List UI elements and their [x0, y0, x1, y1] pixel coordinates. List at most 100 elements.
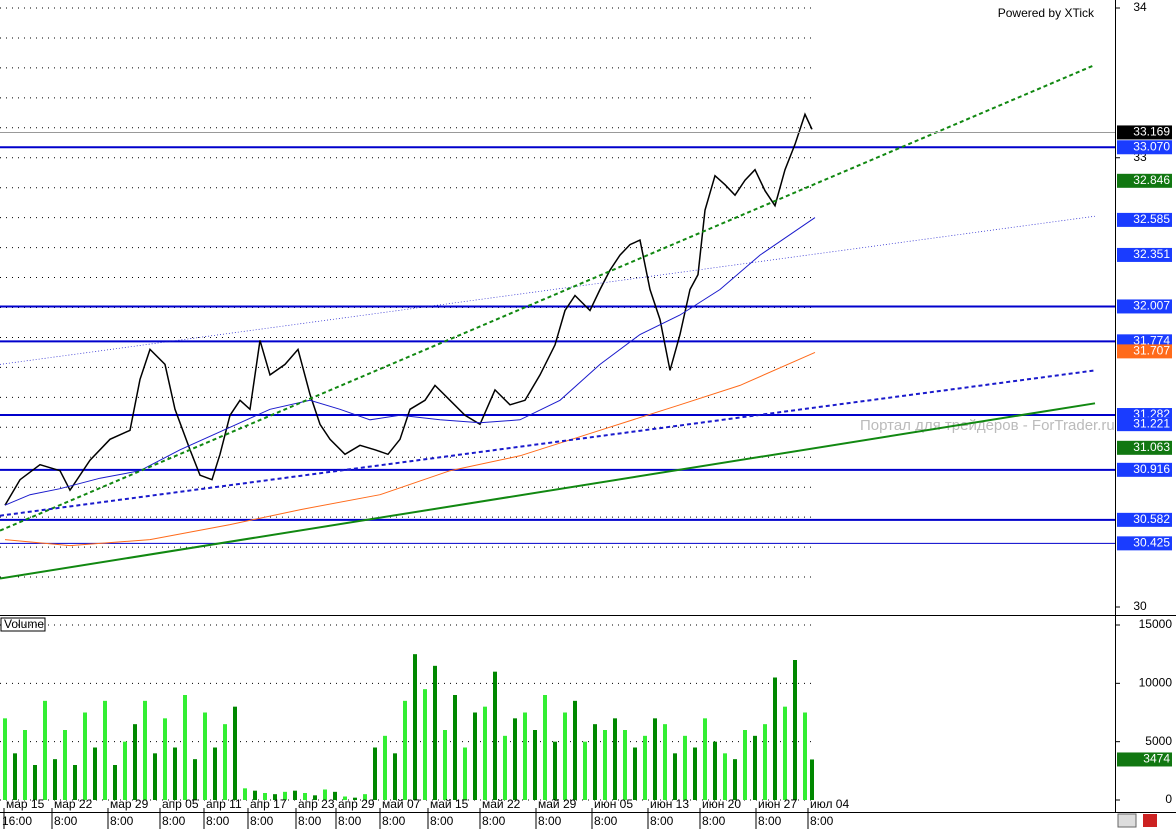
volume-bar [313, 795, 317, 800]
series-line [0, 215, 1096, 365]
volume-bar [303, 793, 307, 800]
volume-bar [33, 765, 37, 800]
volume-bar [163, 718, 167, 800]
x-tick-label: апр 29 [338, 797, 375, 811]
volume-bar [643, 735, 647, 800]
price-tag [1117, 247, 1172, 262]
volume-bar [353, 797, 357, 800]
volume-bar [393, 753, 397, 800]
x-tick-label: мар 22 [54, 797, 93, 811]
volume-bar [43, 700, 47, 800]
level-tag [1117, 462, 1172, 477]
volume-bar [723, 753, 727, 800]
volume-bar [793, 660, 797, 800]
volume-bar [673, 753, 677, 800]
volume-bar [413, 654, 417, 800]
volume-bar [573, 700, 577, 800]
series-line [0, 402, 1096, 580]
series-line [0, 63, 1096, 532]
level-tag-label: 30.582 [1133, 512, 1170, 526]
x-tick-label: апр 17 [250, 797, 287, 811]
x-tick-label: мар 15 [6, 797, 45, 811]
x-time-label: 8:00 [298, 814, 322, 828]
volume-bar [663, 724, 667, 800]
volume-bar [323, 789, 327, 800]
volume-bar [253, 790, 257, 800]
volume-bar [283, 791, 287, 800]
volume-bar [13, 753, 17, 800]
x-time-label: 8:00 [810, 814, 834, 828]
x-time-label: 8:00 [538, 814, 562, 828]
x-time-label: 8:00 [702, 814, 726, 828]
volume-bar [613, 718, 617, 800]
volume-bar [733, 759, 737, 800]
volume-bar [633, 747, 637, 800]
volume-bar [513, 718, 517, 800]
series-line [4, 112, 813, 506]
y-tick-label: 5000 [1145, 734, 1172, 748]
volume-bar [373, 747, 377, 800]
x-tick-label: июн 27 [758, 797, 797, 811]
y-tick-label: 10000 [1139, 676, 1173, 690]
series-line [0, 369, 1096, 517]
volume-bar [273, 794, 277, 800]
x-tick-label: май 22 [482, 797, 521, 811]
level-tag-label: 30.916 [1133, 462, 1170, 476]
volume-bar [463, 747, 467, 800]
x-tick-label: май 07 [382, 797, 421, 811]
volume-bar [63, 730, 67, 800]
volume-bar [653, 718, 657, 800]
volume-bar [810, 759, 814, 800]
x-time-label: 8:00 [382, 814, 406, 828]
x-tick-label: июн 13 [650, 797, 689, 811]
volume-bar [243, 788, 247, 800]
volume-bar [423, 689, 427, 800]
price-tag-label: 31.707 [1133, 344, 1170, 358]
volume-bar [213, 747, 217, 800]
volume-bar [603, 730, 607, 800]
volume-bar [3, 718, 7, 800]
y-tick-label: 30 [1133, 599, 1147, 613]
volume-bar [493, 671, 497, 800]
x-tick-label: апр 11 [206, 797, 242, 811]
y-tick-label: 0 [1165, 792, 1172, 806]
level-tag [1117, 140, 1172, 155]
window-icons [1117, 813, 1157, 828]
current-price-label: 33.169 [1133, 125, 1170, 139]
volume-bar [113, 765, 117, 800]
volume-label: Volume [4, 617, 44, 631]
volume-bar [93, 747, 97, 800]
price-tag [1117, 417, 1172, 432]
volume-bar [23, 730, 27, 800]
volume-bar [583, 741, 587, 800]
x-tick-label: май 29 [538, 797, 577, 811]
volume-bar [783, 706, 787, 800]
volume-bar [153, 753, 157, 800]
volume-bar [703, 718, 707, 800]
volume-bar [773, 677, 777, 800]
volume-bar [293, 790, 297, 800]
x-tick-label: май 15 [430, 797, 469, 811]
volume-bar [233, 706, 237, 800]
volume-bar [83, 712, 87, 800]
y-tick-label: 15000 [1139, 617, 1173, 631]
level-tag [1117, 512, 1172, 527]
level-tag-label: 31.774 [1133, 334, 1170, 348]
volume-bar [173, 747, 177, 800]
volume-bar [763, 724, 767, 800]
x-tick-label: июн 05 [594, 797, 633, 811]
x-tick-label: мар 29 [110, 797, 149, 811]
volume-bar [333, 791, 337, 800]
volume-bar [203, 712, 207, 800]
volume-bar [743, 730, 747, 800]
volume-bar [693, 747, 697, 800]
price-tag-label: 32.351 [1133, 247, 1170, 261]
volume-bar [453, 695, 457, 800]
volume-bar [103, 700, 107, 800]
volume-bar [53, 759, 57, 800]
volume-bar [433, 665, 437, 800]
volume-bar [473, 712, 477, 800]
level-tag-label: 33.070 [1133, 139, 1170, 153]
x-tick-label: апр 23 [298, 797, 335, 811]
